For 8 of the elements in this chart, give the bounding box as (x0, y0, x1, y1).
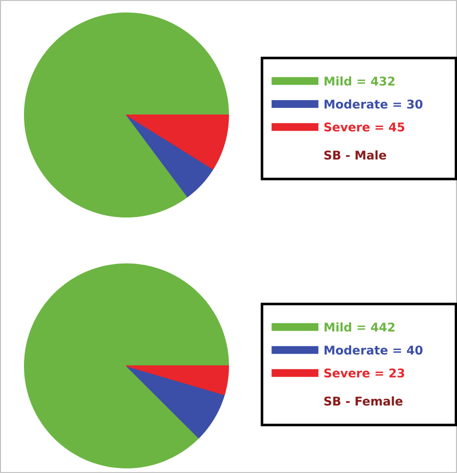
legend-title: SB - Male (324, 150, 386, 160)
legend-label: Severe = 23 (324, 368, 404, 378)
legend-label: Mild = 442 (324, 322, 394, 332)
legend-label: Severe = 45 (324, 122, 404, 132)
legend-title: SB - Female (324, 396, 402, 406)
legend-label: Mild = 432 (324, 76, 394, 86)
legend-label: Moderate = 30 (324, 99, 422, 109)
legend-label: Moderate = 40 (324, 345, 422, 355)
